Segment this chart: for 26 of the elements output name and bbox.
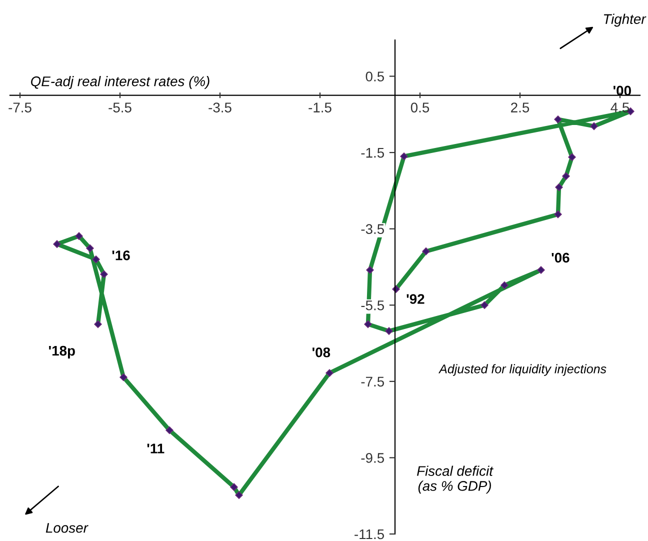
y-tick-label: -11.5	[354, 529, 384, 540]
annotation: '06	[552, 252, 570, 263]
x-tick-label: 0.5	[410, 102, 430, 112]
annotation: '16	[112, 250, 130, 260]
annotation: '08	[312, 347, 330, 358]
text: Tighter	[604, 14, 646, 27]
annotation: Adjusted for liquidity injections	[438, 364, 606, 376]
annotation: '00	[614, 86, 631, 96]
x-tick-label: -7.5	[8, 102, 32, 112]
annotation: '92	[406, 294, 424, 304]
y-tick-label: 0.5	[366, 72, 384, 82]
annotation: '18p	[49, 346, 75, 358]
x-tick-label: 2.5	[511, 102, 530, 112]
x-tick-label: -1.5	[308, 102, 332, 112]
y-tick-label: -5.5	[361, 300, 384, 310]
y-tick-label: -9.5	[361, 453, 384, 463]
x-tick-label: 4.5	[610, 102, 630, 112]
x-tick-label: -5.5	[108, 102, 132, 112]
annotation: Looser	[46, 523, 88, 533]
annotation: '11	[147, 444, 164, 454]
y-tick-label: -7.5	[361, 376, 384, 387]
x-axis-title: QE-adj real interest rates (%)	[31, 76, 210, 90]
y-tick-label: -1.5	[361, 148, 384, 158]
x-tick-label: -3.5	[208, 102, 232, 112]
y-axis-title: Fiscal deficit (as % GDP)	[417, 466, 494, 494]
y-tick-label: -3.5	[361, 224, 384, 234]
